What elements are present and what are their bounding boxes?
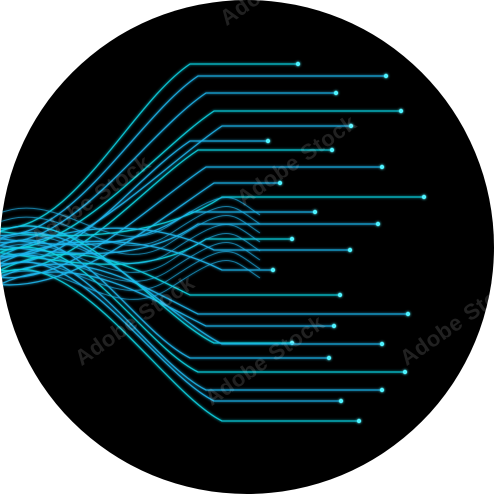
fiber-strand <box>0 75 386 237</box>
fiber-strand <box>0 233 261 273</box>
strand-end-node <box>337 292 343 298</box>
strand-end-node <box>379 341 385 347</box>
fiber-strand <box>0 92 336 244</box>
strand-end-node <box>265 138 271 144</box>
fiber-strand <box>0 63 298 230</box>
strand-end-node <box>402 369 408 375</box>
strand-group <box>0 61 427 424</box>
fiber-strand <box>0 268 359 422</box>
fiber-strand <box>0 182 280 286</box>
strand-end-node <box>289 236 295 242</box>
strand-end-node <box>348 123 354 129</box>
fiber-strand <box>0 224 261 264</box>
strand-end-node <box>421 194 427 200</box>
fiber-strand <box>0 263 408 315</box>
strand-end-node <box>312 209 318 215</box>
fiber-strand <box>0 223 378 255</box>
strand-end-node <box>379 164 385 170</box>
strand-end-node <box>295 61 301 67</box>
strand-end-node <box>338 398 344 404</box>
fiber-strand <box>0 260 261 300</box>
strand-end-node <box>347 247 353 253</box>
strand-end-node <box>270 267 276 273</box>
fiber-strand <box>0 246 405 373</box>
strand-end-node <box>379 387 385 393</box>
fiber-strand <box>0 242 261 282</box>
fiber-strand <box>0 227 350 260</box>
fiber-strand <box>0 215 261 255</box>
fiber-strand <box>0 125 351 258</box>
fiber-strand <box>0 239 329 359</box>
strand-end-node <box>326 355 332 361</box>
strand-end-node <box>383 73 389 79</box>
strand-end-node <box>356 418 362 424</box>
fiber-strand <box>0 271 334 327</box>
strand-end-node <box>333 90 339 96</box>
strand-end-node <box>331 323 337 329</box>
fiber-strand <box>0 197 261 237</box>
strand-end-node <box>375 221 381 227</box>
strand-end-node <box>405 311 411 317</box>
fiber-strand <box>0 254 382 391</box>
fiber-strand <box>0 251 261 291</box>
fiber-strand <box>0 166 382 279</box>
fiber-strand <box>0 196 424 237</box>
strand-end-node <box>277 180 283 186</box>
fiber-strand <box>0 110 401 251</box>
fiber-strand <box>0 206 261 246</box>
strand-end-node <box>398 108 404 114</box>
strand-end-node <box>329 147 335 153</box>
